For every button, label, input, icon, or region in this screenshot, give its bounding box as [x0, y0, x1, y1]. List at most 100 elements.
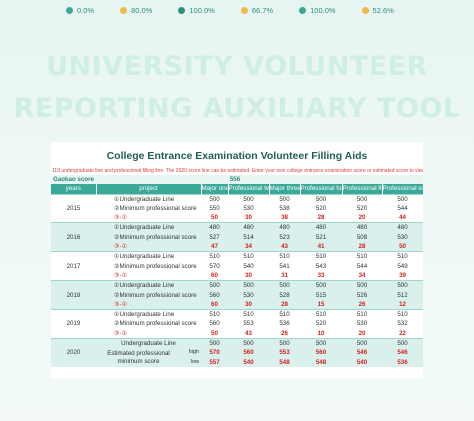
table-cell: 33	[300, 270, 343, 281]
table-cell: 541	[269, 261, 301, 271]
table-row: ③-① 60 30 28 15 26 12	[51, 299, 423, 310]
table-cell: 480	[228, 222, 270, 233]
table-cell: 60	[201, 299, 228, 310]
column-header: Professional six	[382, 184, 423, 195]
project-label: ③-①	[96, 270, 201, 281]
stat-value: 80.0%	[131, 5, 153, 15]
table-cell: 20	[342, 328, 383, 339]
column-header: Professional four	[300, 184, 343, 195]
table-cell: 550	[201, 203, 228, 214]
table-cell: 544	[342, 261, 383, 271]
table-cell: 500	[342, 280, 383, 291]
table-cell: 570	[201, 348, 228, 358]
table-cell: 543	[300, 261, 343, 271]
table-cell: 540	[342, 357, 383, 367]
hero-title: UNIVERSITY VOLUNTEER REPORTING AUXILIARY…	[0, 46, 474, 130]
table-cell: 500	[269, 280, 301, 291]
stat-value: 100.0%	[189, 5, 215, 15]
column-header: years	[51, 184, 97, 195]
stat-value: 100.0%	[310, 5, 336, 15]
status-dot-icon	[240, 6, 248, 14]
table-cell: 510	[342, 309, 383, 320]
table-cell: 514	[228, 232, 270, 243]
table-cell: 536	[269, 319, 301, 329]
table-cell: 540	[228, 261, 270, 271]
table-row: Estimated professional minimum score high…	[51, 348, 423, 367]
project-label: ③-①	[96, 242, 201, 252]
project-label: ③-①	[96, 328, 201, 339]
table-cell: 30	[228, 213, 270, 223]
stat-item: 66.7%	[240, 5, 274, 15]
table-cell: 510	[201, 309, 228, 320]
column-header: Professional two	[228, 184, 270, 195]
table-cell: 500	[228, 280, 270, 291]
status-dot-icon	[66, 6, 73, 14]
project-label: ③-①	[96, 213, 201, 223]
project-label: ①Undergraduate Line	[96, 193, 201, 204]
table-cell: 512	[382, 290, 423, 300]
table-row: ②Minimum professional score 527 514 523 521 5…	[51, 232, 423, 243]
table-cell: 546	[342, 348, 383, 358]
table-cell: 536	[382, 357, 423, 367]
sheet-note: 119 undergraduate line and professional …	[52, 168, 423, 174]
column-header: Major one	[201, 184, 229, 195]
table-cell: 521	[300, 232, 343, 243]
table-cell: 500	[201, 338, 228, 349]
table-row: 2017 ①Undergraduate Line 510 510 510 510 510 51…	[51, 251, 423, 281]
table-cell: 530	[228, 290, 270, 300]
table-cell: 15	[300, 299, 343, 310]
table-cell: 500	[228, 338, 270, 349]
table-cell: 510	[382, 251, 423, 262]
table-cell: 12	[382, 299, 423, 310]
project-label: ②Minimum professional score	[96, 232, 201, 243]
project-label: ②Minimum professional score	[96, 203, 201, 214]
score-label: Gaokao score	[51, 175, 201, 185]
year-cell: 2016	[51, 222, 96, 252]
table-cell: 38	[269, 213, 301, 223]
table-cell: 34	[228, 242, 270, 252]
table-cell: 530	[342, 319, 383, 329]
table-cell: 500	[342, 193, 383, 204]
table-row: 2016 ①Undergraduate Line 480 480 480 480 480 48…	[51, 222, 423, 252]
table-cell: 544	[382, 203, 423, 214]
project-label: ①Undergraduate Line	[96, 280, 201, 291]
table-cell: 548	[300, 357, 343, 367]
table-cell: 528	[269, 290, 301, 300]
table-cell: 560	[228, 348, 270, 358]
table-cell: 480	[201, 222, 228, 233]
table-cell: 570	[201, 261, 228, 271]
table-cell: 538	[269, 203, 301, 214]
table-cell: 560	[201, 290, 228, 300]
table-row: 2020 Undergraduate Line 500 500 500 500 500 500	[51, 338, 423, 367]
stat-item: 100.0%	[178, 5, 215, 15]
project-label: ②Minimum professional score	[96, 290, 201, 300]
table-cell: 43	[269, 242, 301, 252]
table-row: ③-① 50 43 26 10 20 22	[51, 328, 423, 339]
table-cell: 50	[201, 328, 228, 339]
table-cell: 510	[342, 251, 383, 262]
status-dot-icon	[178, 6, 186, 14]
table-cell: 510	[201, 251, 228, 262]
stat-value: 66.7%	[251, 5, 274, 15]
table-cell: 500	[269, 193, 301, 204]
table-cell: 44	[382, 213, 423, 223]
table-cell: 527	[201, 232, 228, 243]
low-label: low	[190, 358, 199, 365]
table-cell: 500	[342, 338, 383, 349]
table-row: ③-① 60 30 31 33 34 39	[51, 270, 423, 281]
table-row: 2015 ①Undergraduate Line 500 500 500 500 500 50…	[51, 193, 423, 223]
table-cell: 480	[382, 222, 423, 233]
table-cell: 480	[342, 222, 383, 233]
table-cell: 10	[300, 328, 343, 339]
table-cell: 22	[382, 328, 423, 339]
table-cell: 39	[382, 270, 423, 281]
column-header: Professional five	[342, 184, 383, 195]
table-cell: 553	[269, 348, 301, 358]
stat-value: 52.6%	[372, 5, 394, 15]
score-value[interactable]: 556	[201, 175, 270, 185]
hero-line-1: UNIVERSITY VOLUNTEER	[46, 51, 428, 82]
table-cell: 560	[201, 319, 228, 329]
table-cell: 510	[382, 309, 423, 320]
table-cell: 520	[300, 319, 343, 329]
table-cell: 515	[300, 290, 343, 300]
